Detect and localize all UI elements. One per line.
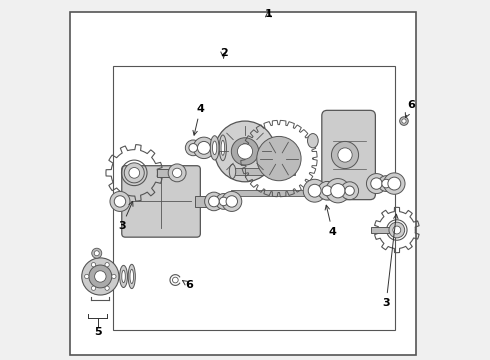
Circle shape	[222, 192, 242, 211]
Circle shape	[402, 119, 406, 123]
Bar	[231, 168, 295, 175]
Circle shape	[389, 222, 405, 238]
Circle shape	[94, 251, 99, 256]
Circle shape	[331, 141, 359, 168]
Circle shape	[114, 196, 126, 207]
Circle shape	[85, 274, 89, 279]
Circle shape	[326, 179, 350, 203]
Text: 3: 3	[118, 201, 133, 231]
Circle shape	[231, 138, 259, 165]
Circle shape	[172, 277, 178, 283]
Text: 4: 4	[325, 205, 337, 237]
Bar	[157, 169, 177, 177]
Circle shape	[378, 176, 394, 192]
Bar	[231, 190, 309, 196]
Circle shape	[303, 179, 326, 202]
Circle shape	[209, 196, 220, 207]
Circle shape	[92, 248, 102, 258]
Circle shape	[193, 137, 215, 158]
Circle shape	[105, 286, 109, 291]
Circle shape	[393, 226, 401, 234]
Ellipse shape	[229, 164, 236, 179]
Text: 6: 6	[183, 280, 194, 291]
Circle shape	[112, 274, 116, 279]
Ellipse shape	[308, 134, 318, 148]
Circle shape	[331, 184, 345, 198]
Circle shape	[95, 271, 106, 282]
Ellipse shape	[221, 140, 224, 156]
Circle shape	[89, 265, 112, 288]
Circle shape	[82, 258, 119, 295]
Ellipse shape	[130, 269, 134, 284]
Circle shape	[185, 140, 201, 156]
Circle shape	[129, 167, 140, 178]
Circle shape	[205, 192, 223, 211]
Circle shape	[338, 148, 352, 162]
Circle shape	[308, 184, 321, 197]
Text: 2: 2	[220, 48, 227, 58]
Circle shape	[110, 192, 130, 211]
Circle shape	[400, 117, 408, 125]
Circle shape	[322, 186, 332, 196]
Bar	[195, 196, 212, 207]
Text: 1: 1	[264, 9, 272, 19]
Circle shape	[220, 197, 228, 206]
Circle shape	[384, 173, 405, 194]
Circle shape	[226, 196, 238, 207]
Text: 6: 6	[405, 100, 415, 117]
Circle shape	[215, 121, 275, 182]
Circle shape	[216, 194, 231, 209]
Ellipse shape	[220, 135, 226, 161]
Circle shape	[318, 181, 337, 200]
Circle shape	[238, 144, 252, 159]
FancyBboxPatch shape	[322, 111, 375, 200]
Circle shape	[168, 164, 186, 182]
Circle shape	[345, 186, 354, 195]
Ellipse shape	[128, 264, 135, 289]
Circle shape	[92, 262, 96, 267]
FancyBboxPatch shape	[122, 166, 200, 237]
Ellipse shape	[213, 141, 217, 155]
Text: 3: 3	[382, 214, 398, 308]
Circle shape	[388, 177, 401, 190]
Circle shape	[367, 174, 387, 194]
Circle shape	[172, 168, 182, 177]
Circle shape	[382, 179, 391, 188]
Bar	[371, 227, 394, 233]
Circle shape	[124, 163, 144, 183]
Circle shape	[105, 262, 109, 267]
Circle shape	[341, 182, 359, 200]
Ellipse shape	[120, 265, 127, 288]
Circle shape	[257, 136, 301, 181]
Ellipse shape	[210, 136, 219, 160]
Circle shape	[92, 286, 96, 291]
Circle shape	[189, 144, 197, 152]
Bar	[113, 66, 395, 330]
Circle shape	[371, 178, 382, 189]
Text: 4: 4	[193, 104, 204, 135]
Ellipse shape	[122, 270, 125, 283]
Text: 5: 5	[94, 327, 101, 337]
Circle shape	[197, 141, 210, 154]
